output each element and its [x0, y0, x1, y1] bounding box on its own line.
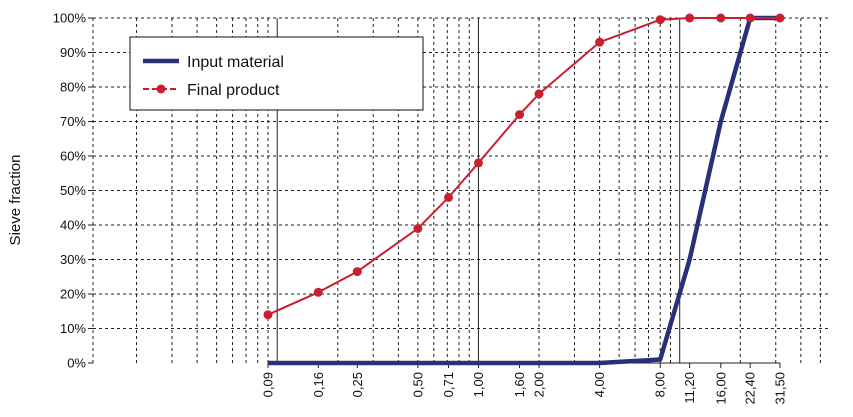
data-point-final-product — [313, 287, 323, 297]
legend-label-input-material: Input material — [187, 54, 284, 71]
x-tick-label: 31,50 — [773, 372, 788, 405]
legend-label-final-product: Final product — [187, 82, 280, 99]
data-point-final-product — [716, 13, 726, 23]
x-tick-label: 0,25 — [350, 372, 365, 397]
y-tick-label: 100% — [53, 11, 87, 26]
data-point-final-product — [444, 192, 454, 202]
y-tick-label: 90% — [60, 45, 86, 60]
x-tick-label: 22,40 — [743, 372, 758, 405]
x-tick-label: 0,50 — [410, 372, 425, 397]
data-point-final-product — [263, 310, 273, 320]
x-tick-label: 0,71 — [441, 372, 456, 397]
data-point-final-product — [515, 110, 525, 120]
series-layer — [263, 13, 785, 366]
x-tick-label: 8,00 — [653, 372, 668, 397]
data-point-final-product — [655, 15, 665, 25]
y-tick-label: 40% — [60, 218, 86, 233]
x-tick-label: 4,00 — [592, 372, 607, 397]
data-point-final-product — [775, 13, 785, 23]
x-tick-label: 1,60 — [512, 372, 527, 397]
data-point-final-product — [745, 13, 755, 23]
legend: Input material Final product — [129, 36, 424, 111]
data-point-final-product — [534, 89, 544, 99]
legend-marker-final-product — [156, 84, 166, 94]
legend-box — [129, 36, 424, 111]
data-point-final-product — [473, 158, 483, 168]
x-tick-label: 0,09 — [261, 372, 276, 397]
y-tick-label: 60% — [60, 149, 86, 164]
series-line-input-material — [268, 15, 780, 366]
x-tick-label: 1,00 — [471, 372, 486, 397]
y-tick-label: 0% — [67, 356, 86, 371]
x-tick-label: 2,00 — [532, 372, 547, 397]
y-tick-label: 80% — [60, 80, 86, 95]
data-point-final-product — [685, 13, 695, 23]
y-tick-label: 50% — [60, 183, 86, 198]
y-tick-label: 10% — [60, 321, 86, 336]
data-point-final-product — [352, 267, 362, 277]
data-point-final-product — [595, 37, 605, 47]
x-tick-label: 11,20 — [682, 372, 697, 404]
y-tick-label: 20% — [60, 287, 86, 302]
x-tick-label: 16,00 — [713, 372, 728, 405]
y-axis-title: Sieve fraction — [7, 155, 24, 246]
data-point-final-product — [413, 223, 423, 233]
axes: 0% 10% 20% 30% 40% 50% 60% 70% 80% 90% 100% 0,09 0,1… — [53, 11, 788, 405]
y-tick-label: 30% — [60, 252, 86, 267]
x-tick-label: 0,16 — [311, 372, 326, 397]
y-tick-label: 70% — [60, 114, 86, 129]
series-line-final-product — [267, 17, 780, 316]
